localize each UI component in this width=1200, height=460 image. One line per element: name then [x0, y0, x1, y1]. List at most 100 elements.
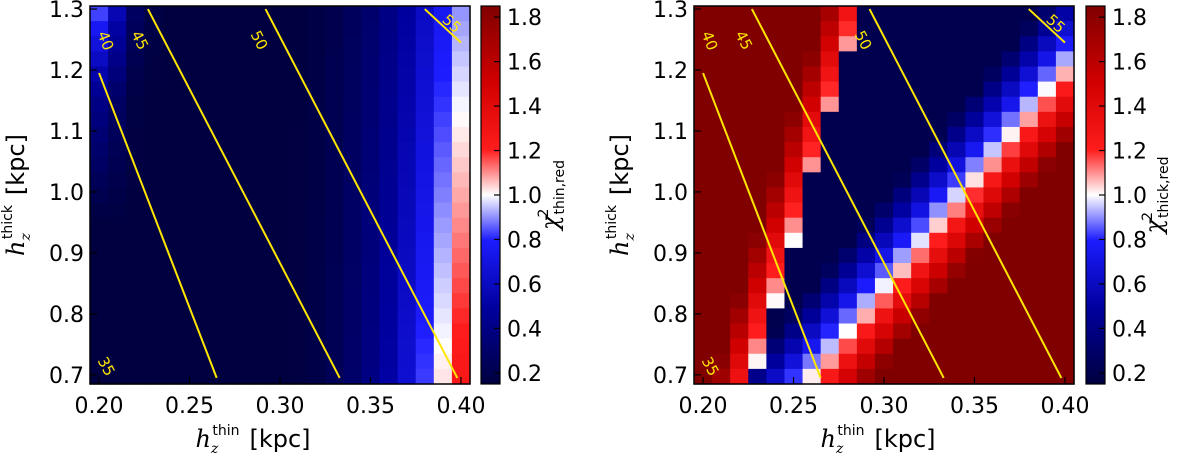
heatmap-cell	[820, 187, 840, 204]
heatmap-cell	[965, 293, 985, 309]
heatmap-cell	[802, 36, 822, 52]
heatmap-cell	[983, 278, 1003, 294]
heatmap-cell	[144, 247, 163, 264]
heatmap-cell	[415, 323, 435, 340]
heatmap-cell	[1001, 6, 1021, 22]
heatmap-cell	[433, 36, 453, 52]
heatmap-cell	[893, 263, 912, 279]
heatmap-cell	[1019, 126, 1039, 143]
heatmap-cell	[802, 157, 822, 173]
heatmap-cell	[856, 278, 876, 294]
heatmap-cell	[162, 232, 182, 249]
heatmap-cell	[820, 96, 840, 113]
heatmap-cell	[180, 111, 200, 128]
heatmap-cell	[820, 247, 840, 264]
heatmap-cell	[343, 293, 363, 309]
heatmap-cell	[965, 142, 985, 158]
heatmap-cell	[748, 293, 767, 309]
heatmap-cell	[730, 66, 749, 83]
heatmap-cell	[90, 263, 109, 279]
heatmap-cell	[361, 81, 381, 98]
heatmap-cell	[162, 126, 182, 143]
heatmap-cell	[451, 278, 471, 294]
heatmap-cell	[162, 278, 182, 294]
heatmap-cell	[252, 202, 272, 219]
heatmap-cell	[343, 81, 363, 98]
heatmap-cell	[1037, 278, 1057, 294]
heatmap-cell	[820, 368, 840, 385]
heatmap-cell	[694, 51, 713, 68]
heatmap-cell	[90, 111, 109, 128]
colorbar-tick-label: 1.4	[1112, 95, 1147, 120]
heatmap-cell	[144, 368, 163, 385]
heatmap-cell	[874, 6, 894, 22]
heatmap-cell	[90, 142, 109, 158]
heatmap-cell	[234, 36, 254, 52]
heatmap-cell	[216, 126, 236, 143]
heatmap-cell	[415, 96, 435, 113]
heatmap-cell	[270, 21, 290, 37]
heatmap-cell	[712, 202, 731, 219]
heatmap-cell	[694, 217, 713, 234]
y-tick-label: 1.2	[653, 59, 688, 84]
heatmap-cell	[361, 308, 381, 325]
heatmap-cell	[730, 202, 749, 219]
heatmap-cell	[144, 278, 163, 294]
heatmap-cell	[730, 217, 749, 234]
heatmap-cell	[766, 66, 786, 83]
heatmap-cell	[1001, 81, 1021, 98]
heatmap-cell	[766, 157, 786, 173]
heatmap-cell	[252, 21, 272, 37]
heatmap-cell	[947, 187, 967, 204]
heatmap-cell	[1001, 338, 1021, 355]
heatmap-cell	[144, 142, 163, 158]
heatmap-cell	[766, 353, 786, 370]
heatmap-cell	[802, 217, 822, 234]
heatmap-cell	[929, 368, 948, 385]
heatmap-cell	[451, 96, 471, 113]
heatmap-cell	[108, 36, 127, 52]
heatmap-cell	[947, 247, 967, 264]
heatmap-cell	[784, 96, 804, 113]
heatmap-cell	[234, 263, 254, 279]
heatmap-cell	[784, 111, 804, 128]
heatmap-cell	[911, 142, 930, 158]
heatmap-cell	[451, 81, 471, 98]
heatmap-cell	[784, 51, 804, 68]
heatmap-cell	[90, 187, 109, 204]
heatmap-cell	[1001, 187, 1021, 204]
heatmap-cell	[748, 353, 767, 370]
contour-line	[98, 72, 218, 379]
y-tick-label: 0.8	[49, 303, 84, 328]
heatmap-cell	[198, 232, 218, 249]
heatmap-cell	[983, 96, 1003, 113]
heatmap-cell	[126, 96, 145, 113]
heatmap-cell	[379, 247, 399, 264]
heatmap-cell	[929, 96, 948, 113]
heatmap-cell	[126, 51, 145, 68]
heatmap-cell	[874, 217, 894, 234]
heatmap-cell	[289, 263, 308, 279]
heatmap-cell	[929, 202, 948, 219]
heatmap-cell	[126, 247, 145, 264]
heatmap-cell	[198, 293, 218, 309]
heatmap-cell	[108, 217, 127, 234]
heatmap-cell	[730, 126, 749, 143]
heatmap-cell	[108, 21, 127, 37]
heatmap-cell	[433, 187, 453, 204]
heatmap-cell	[965, 96, 985, 113]
heatmap-cell	[90, 368, 109, 385]
right-colorbar-ticks: 0.2 0.4 0.6 0.8 1.0 1.2 1.4 1.6 1.8	[1099, 6, 1147, 387]
heatmap-cell	[325, 368, 344, 385]
heatmap-cell	[1037, 157, 1057, 173]
heatmap-cell	[433, 308, 453, 325]
left-x-ticks: 0.20 0.25 0.30 0.35 0.40	[75, 377, 485, 419]
heatmap-cell	[730, 172, 749, 189]
heatmap-cell	[252, 278, 272, 294]
heatmap-cell	[325, 111, 344, 128]
heatmap-cell	[216, 247, 236, 264]
heatmap-cell	[820, 278, 840, 294]
heatmap-cell	[838, 126, 858, 143]
heatmap-cell	[234, 51, 254, 68]
heatmap-cell	[784, 323, 804, 340]
